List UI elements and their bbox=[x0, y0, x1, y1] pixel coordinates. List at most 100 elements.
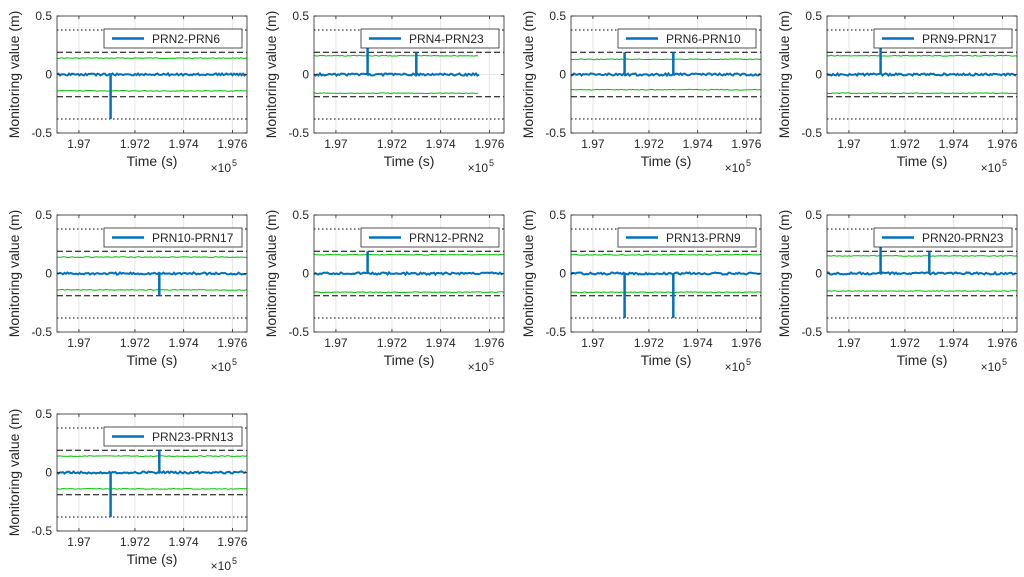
legend-box bbox=[103, 426, 243, 447]
x-exponent-power: 5 bbox=[1002, 357, 1007, 367]
y-tick-label: -0.5 bbox=[288, 126, 309, 140]
x-exponent-power: 5 bbox=[1002, 158, 1007, 168]
legend-box bbox=[873, 227, 1013, 248]
y-axis-label: Monitoring value (m) bbox=[520, 11, 536, 139]
legend-box bbox=[617, 227, 757, 248]
monitoring-value-line bbox=[570, 271, 761, 276]
subplot-prn6-prn10: 1.97 1.972 1.974 1.976 0.5 0 -0.5 Time (s) Monit… bbox=[520, 9, 762, 175]
x-tick-label: 1.972 bbox=[120, 336, 150, 350]
y-axis-label: Monitoring value (m) bbox=[776, 11, 792, 139]
x-tick-label: 1.972 bbox=[634, 137, 664, 151]
subplot-prn20-prn23: 1.97 1.972 1.974 1.976 0.5 0 -0.5 Time (s) Monit… bbox=[776, 208, 1018, 374]
threshold-upper-line bbox=[570, 58, 762, 61]
legend-label: PRN4-PRN23 bbox=[409, 32, 484, 46]
x-axis-label: Time (s) bbox=[384, 153, 435, 169]
monitoring-value-line bbox=[56, 71, 247, 78]
y-axis-label: Monitoring value (m) bbox=[6, 409, 22, 537]
legend-label: PRN2-PRN6 bbox=[152, 32, 220, 46]
x-exponent-power: 5 bbox=[232, 158, 237, 168]
threshold-lower-line bbox=[826, 92, 1018, 95]
threshold-upper-line bbox=[313, 253, 505, 256]
y-axis-label: Monitoring value (m) bbox=[6, 11, 22, 139]
monitoring-value-line bbox=[826, 71, 1017, 78]
x-exponent-power: 5 bbox=[232, 556, 237, 566]
x-exponent-base: ×10 bbox=[725, 360, 746, 374]
x-tick-label: 1.976 bbox=[731, 336, 761, 350]
x-exponent-power: 5 bbox=[232, 357, 237, 367]
threshold-upper-line bbox=[570, 253, 762, 256]
x-exponent-power: 5 bbox=[746, 357, 751, 367]
x-tick-label: 1.974 bbox=[939, 137, 969, 151]
y-tick-label: -0.5 bbox=[801, 325, 822, 339]
x-tick-label: 1.974 bbox=[169, 535, 199, 549]
monitoring-value-line bbox=[571, 71, 761, 78]
legend-label: PRN9-PRN17 bbox=[922, 32, 997, 46]
y-tick-label: 0.5 bbox=[292, 208, 309, 222]
y-tick-label: 0 bbox=[45, 267, 52, 281]
threshold-upper-line bbox=[827, 54, 1018, 57]
y-tick-label: 0 bbox=[815, 68, 822, 82]
y-axis-label: Monitoring value (m) bbox=[776, 210, 792, 338]
x-exponent-base: ×10 bbox=[211, 161, 232, 175]
x-tick-label: 1.972 bbox=[890, 137, 920, 151]
x-tick-label: 1.976 bbox=[474, 336, 504, 350]
y-tick-label: 0.5 bbox=[35, 208, 52, 222]
x-axis-label: Time (s) bbox=[897, 153, 948, 169]
y-tick-label: -0.5 bbox=[545, 325, 566, 339]
legend-label: PRN6-PRN10 bbox=[666, 32, 741, 46]
y-tick-label: 0.5 bbox=[35, 407, 52, 421]
y-tick-label: 0 bbox=[559, 267, 566, 281]
x-axis-label: Time (s) bbox=[384, 352, 435, 368]
y-tick-label: -0.5 bbox=[31, 126, 52, 140]
x-tick-label: 1.976 bbox=[987, 336, 1017, 350]
x-tick-label: 1.972 bbox=[377, 336, 407, 350]
x-tick-label: 1.974 bbox=[683, 137, 713, 151]
legend-label: PRN23-PRN13 bbox=[152, 430, 234, 444]
threshold-upper-line bbox=[826, 255, 1018, 257]
threshold-lower-line bbox=[826, 290, 1018, 292]
x-tick-label: 1.974 bbox=[426, 336, 456, 350]
legend-label: PRN10-PRN17 bbox=[152, 231, 234, 245]
legend-label: PRN20-PRN23 bbox=[922, 231, 1004, 245]
x-tick-label: 1.97 bbox=[324, 137, 348, 151]
y-tick-label: -0.5 bbox=[31, 325, 52, 339]
monitoring-value-line bbox=[313, 270, 504, 277]
x-exponent-base: ×10 bbox=[725, 161, 746, 175]
x-tick-label: 1.97 bbox=[837, 137, 861, 151]
y-axis-label: Monitoring value (m) bbox=[6, 210, 22, 338]
legend-box bbox=[873, 28, 1013, 49]
y-tick-label: 0 bbox=[302, 267, 309, 281]
threshold-lower-line bbox=[313, 92, 479, 95]
legend-box bbox=[103, 227, 243, 248]
threshold-upper-line bbox=[56, 455, 248, 458]
y-axis-label: Monitoring value (m) bbox=[520, 210, 536, 338]
y-axis-label: Monitoring value (m) bbox=[263, 11, 279, 139]
monitoring-value-line bbox=[56, 469, 247, 475]
x-axis-label: Time (s) bbox=[641, 352, 692, 368]
x-exponent-base: ×10 bbox=[211, 559, 232, 573]
x-tick-label: 1.976 bbox=[217, 336, 247, 350]
threshold-lower-line bbox=[56, 487, 248, 490]
threshold-lower-line bbox=[56, 89, 248, 92]
legend-label: PRN13-PRN9 bbox=[666, 231, 741, 245]
x-axis-label: Time (s) bbox=[897, 352, 948, 368]
y-tick-label: 0 bbox=[815, 267, 822, 281]
x-tick-label: 1.974 bbox=[426, 137, 456, 151]
y-tick-label: 0 bbox=[45, 466, 52, 480]
threshold-lower-line bbox=[313, 291, 505, 294]
y-tick-label: 0 bbox=[45, 68, 52, 82]
x-tick-label: 1.972 bbox=[377, 137, 407, 151]
x-exponent-base: ×10 bbox=[211, 360, 232, 374]
x-tick-label: 1.976 bbox=[474, 137, 504, 151]
y-tick-label: 0.5 bbox=[805, 9, 822, 23]
x-exponent-base: ×10 bbox=[468, 360, 489, 374]
x-axis-label: Time (s) bbox=[641, 153, 692, 169]
x-exponent-base: ×10 bbox=[981, 360, 1002, 374]
x-tick-label: 1.974 bbox=[683, 336, 713, 350]
x-tick-label: 1.974 bbox=[939, 336, 969, 350]
x-tick-label: 1.974 bbox=[169, 336, 199, 350]
subplot-prn23-prn13: 1.97 1.972 1.974 1.976 0.5 0 -0.5 Time (s) Monit… bbox=[6, 407, 248, 573]
x-axis-label: Time (s) bbox=[127, 352, 178, 368]
legend-box bbox=[360, 28, 500, 49]
